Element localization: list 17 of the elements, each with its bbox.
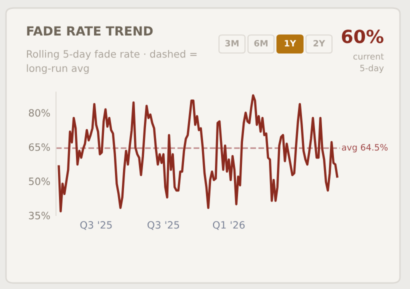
text: 1Y bbox=[284, 40, 296, 46]
text: 6M bbox=[254, 40, 268, 46]
y-tick-label: 65% bbox=[28, 143, 50, 151]
ref-line-label: avg 64.5% bbox=[342, 144, 388, 152]
text: 2Y bbox=[314, 40, 326, 46]
y-tick-label: 35% bbox=[28, 212, 50, 220]
text: 60% bbox=[342, 30, 384, 44]
chart-title: FADE RATE TREND bbox=[27, 26, 153, 36]
chart-subtitle: Rolling 5-day fade rate · dashed = long-run avg bbox=[26, 50, 197, 74]
y-tick-label: 50% bbox=[28, 178, 50, 186]
x-tick-label: Q1 '26 bbox=[212, 221, 245, 230]
text: current 5-day bbox=[353, 53, 384, 73]
line-series bbox=[58, 94, 338, 212]
x-tick-label: Q3 '25 bbox=[80, 221, 112, 230]
x-tick-label: Q3 '25 bbox=[148, 221, 180, 230]
y-tick-label: 80% bbox=[28, 109, 50, 117]
text: 3M bbox=[225, 40, 238, 46]
